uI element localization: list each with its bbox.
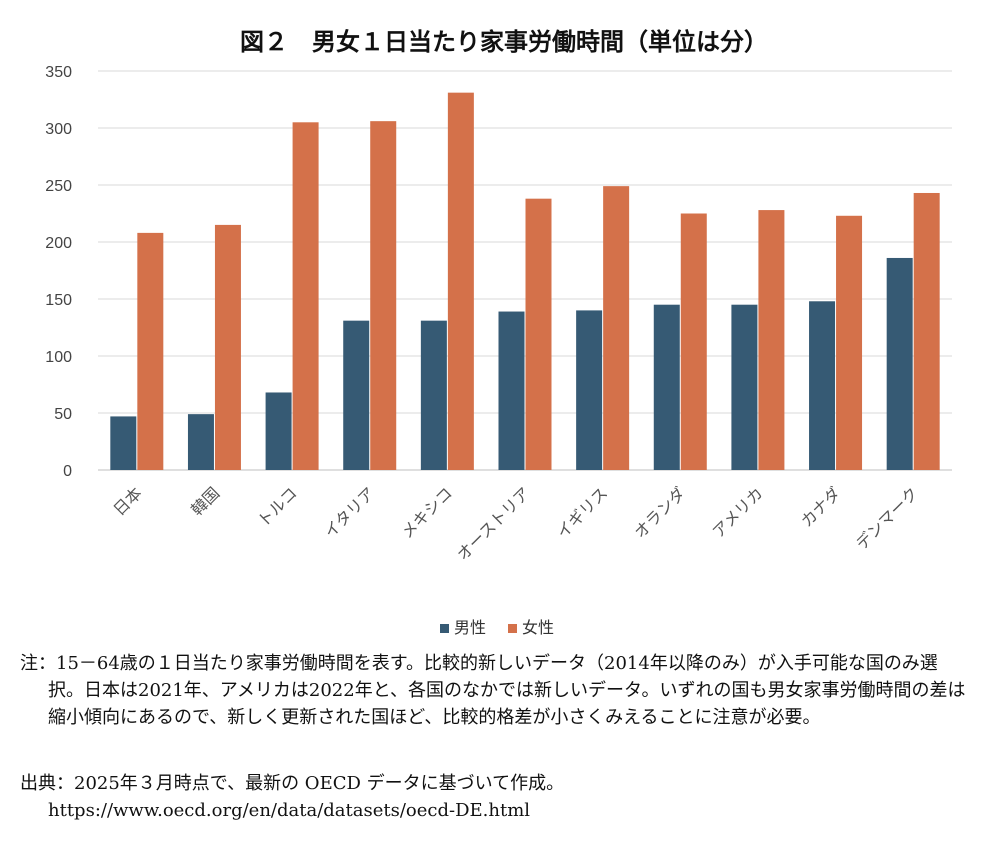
bar-male [886, 257, 913, 470]
x-category-label: デンマーク [852, 483, 922, 553]
x-category-label: 韓国 [187, 483, 223, 519]
bars [110, 92, 940, 471]
bar-male [731, 304, 758, 470]
bar-male [420, 320, 447, 470]
x-category-label: イタリア [320, 483, 378, 541]
x-category-label: オランダ [630, 483, 689, 542]
bar-female [370, 121, 397, 470]
bar-female [603, 186, 630, 470]
y-tick-label: 100 [45, 349, 72, 366]
y-tick-label: 350 [45, 64, 72, 81]
y-axis-ticks: 0 50 100 150 200 250 300 350 [45, 64, 72, 480]
y-tick-label: 50 [54, 406, 72, 423]
x-category-label: イギリス [553, 483, 612, 542]
y-tick-label: 250 [45, 178, 72, 195]
legend-label-male: 男性 [454, 618, 486, 637]
x-category-label: トルコ [254, 483, 301, 530]
bar-female [680, 213, 707, 470]
bar-female [758, 210, 785, 470]
bar-female [137, 232, 164, 470]
bar-female [913, 192, 940, 471]
bar-male [576, 310, 603, 470]
x-category-label: アメリカ [709, 483, 767, 541]
bar-female [525, 198, 552, 470]
bar-male [343, 320, 370, 470]
chart-title: 図２ 男女１日当たり家事労働時間（単位は分） [240, 28, 768, 56]
y-tick-label: 0 [63, 463, 72, 480]
legend-swatch-female [508, 624, 517, 633]
bar-chart: 0 50 100 150 200 250 300 350 日本 韓国 トルコ イタリア メキシコオース… [45, 64, 952, 637]
y-tick-label: 300 [45, 121, 72, 138]
chart-source: 出典：2025年３月時点で、最新の OECD データに基づいて作成。https:… [20, 770, 970, 824]
bar-male [110, 416, 137, 470]
legend: 男性 女性 [440, 618, 554, 637]
bar-female [292, 122, 319, 471]
bar-male [265, 392, 292, 470]
x-category-label: 日本 [110, 483, 146, 519]
y-tick-label: 200 [45, 235, 72, 252]
bar-male [653, 304, 680, 470]
bar-male [498, 311, 525, 470]
bar-male [187, 414, 214, 470]
x-category-label: オーストリア [453, 483, 534, 564]
y-tick-label: 150 [45, 292, 72, 309]
legend-swatch-male [440, 624, 449, 633]
x-category-label: メキシコ [397, 483, 456, 542]
bar-female [214, 224, 241, 470]
legend-label-female: 女性 [522, 618, 554, 637]
source-text: 出典：2025年３月時点で、最新の OECD データに基づいて作成。https:… [20, 773, 565, 821]
bar-male [809, 301, 836, 470]
chart-note: 注：15－64歳の１日当たり家事労働時間を表す。比較的新しいデータ（2014年以… [20, 650, 970, 731]
bar-female [447, 92, 474, 470]
bar-female [836, 215, 863, 470]
note-text: 注：15－64歳の１日当たり家事労働時間を表す。比較的新しいデータ（2014年以… [20, 653, 966, 728]
x-category-label: カナダ [797, 483, 844, 530]
